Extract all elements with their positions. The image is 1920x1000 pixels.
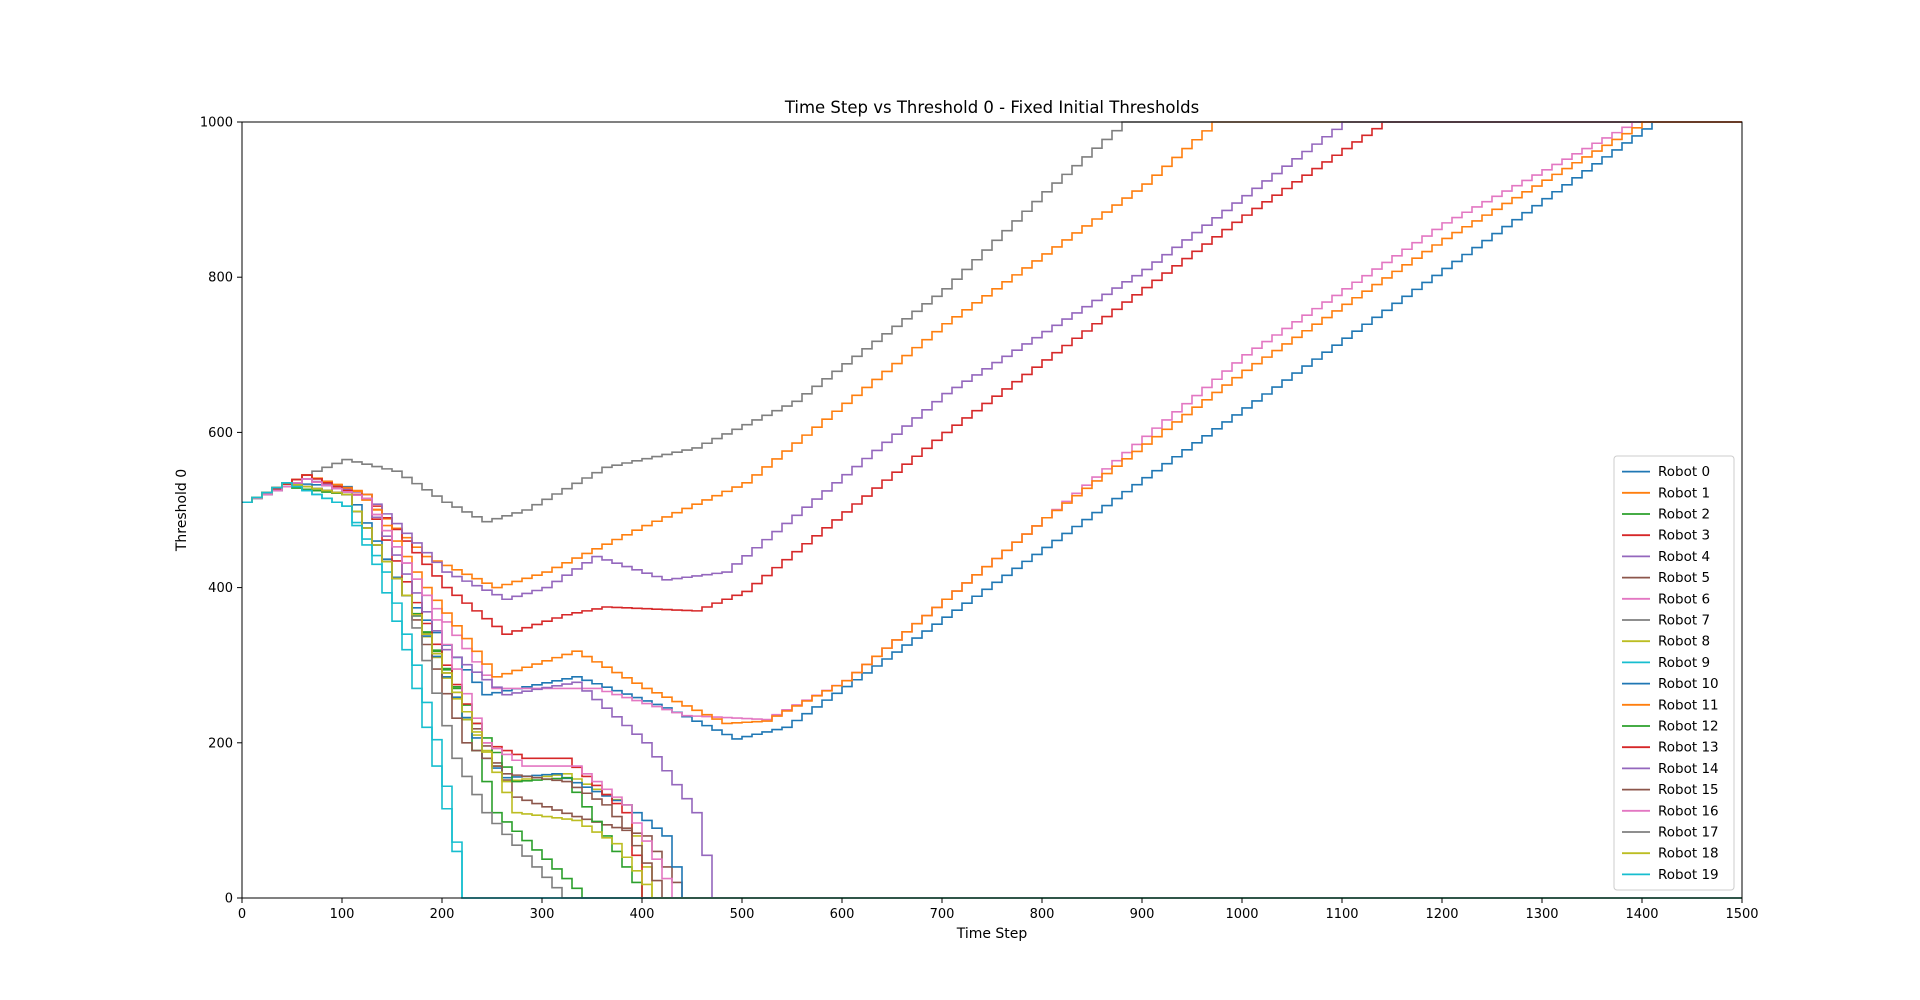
x-tick-label: 900 — [1130, 907, 1155, 922]
legend: Robot 0 Robot 1 Robot 2 Robot 3 Robot 4 Robot… — [1613, 455, 1735, 891]
legend-label: Robot 7 — [1658, 613, 1710, 629]
legend-entry: Robot 11 — [1622, 697, 1719, 713]
legend-entry: Robot 12 — [1622, 719, 1719, 735]
legend-entry: Robot 3 — [1622, 528, 1710, 544]
series-line-robot-11 — [242, 121, 1742, 725]
series-line-robot-1 — [242, 121, 1742, 589]
series-line-robot-3 — [242, 121, 1742, 635]
y-axis: 0 200 400 600 800 1000 — [200, 116, 242, 907]
x-tick-label: 1100 — [1325, 907, 1358, 922]
legend-entry: Robot 0 — [1622, 464, 1710, 480]
y-tick-label: 1000 — [200, 116, 233, 131]
legend-label: Robot 13 — [1658, 740, 1719, 756]
legend-entry: Robot 18 — [1622, 846, 1719, 862]
x-tick-label: 1000 — [1225, 907, 1258, 922]
x-tick-label: 1200 — [1425, 907, 1458, 922]
legend-entry: Robot 19 — [1622, 867, 1719, 883]
legend-label: Robot 2 — [1658, 507, 1710, 523]
legend-label: Robot 16 — [1658, 803, 1719, 819]
series-line-robot-15 — [242, 482, 1742, 899]
legend-label: Robot 14 — [1658, 761, 1719, 777]
legend-entry: Robot 9 — [1622, 655, 1710, 671]
legend-label: Robot 3 — [1658, 528, 1710, 544]
legend-label: Robot 4 — [1658, 549, 1710, 565]
series-line-robot-0 — [242, 121, 1742, 740]
legend-label: Robot 11 — [1658, 697, 1719, 713]
x-tick-label: 700 — [930, 907, 955, 922]
x-axis: 0 100 200 300 400 500 600 700 800 900 1000 1100 1200… — [238, 898, 1759, 922]
legend-entry: Robot 1 — [1622, 485, 1710, 501]
x-tick-label: 500 — [730, 907, 755, 922]
series-line-robot-7 — [242, 121, 1742, 523]
series-line-robot-4 — [242, 121, 1742, 601]
series-line-robot-5 — [242, 482, 1742, 899]
legend-label: Robot 15 — [1658, 782, 1719, 798]
plot-frame — [241, 121, 1743, 899]
x-tick-label: 0 — [238, 907, 246, 922]
series-line-robot-12 — [242, 485, 1742, 899]
legend-entry: Robot 10 — [1622, 676, 1719, 692]
plot-lines — [242, 121, 1742, 899]
chart-title: Time Step vs Threshold 0 - Fixed Initial… — [784, 98, 1199, 117]
series-line-robot-19 — [242, 482, 1742, 899]
y-tick-label: 600 — [208, 426, 233, 441]
x-tick-label: 1300 — [1525, 907, 1558, 922]
series-line-robot-17 — [242, 482, 1742, 899]
x-tick-label: 200 — [430, 907, 455, 922]
y-tick-label: 0 — [225, 892, 233, 907]
x-tick-label: 400 — [630, 907, 655, 922]
legend-label: Robot 10 — [1658, 676, 1719, 692]
legend-label: Robot 0 — [1658, 464, 1710, 480]
x-tick-label: 300 — [530, 907, 555, 922]
series-line-robot-6 — [242, 121, 1742, 721]
legend-entry: Robot 8 — [1622, 634, 1710, 650]
series-line-robot-8 — [242, 482, 1742, 899]
legend-label: Robot 8 — [1658, 634, 1710, 650]
legend-label: Robot 18 — [1658, 846, 1719, 862]
legend-label: Robot 9 — [1658, 655, 1710, 671]
series-line-robot-10 — [242, 482, 1742, 899]
x-tick-label: 100 — [330, 907, 355, 922]
x-tick-label: 600 — [830, 907, 855, 922]
y-tick-label: 200 — [208, 736, 233, 751]
x-tick-label: 1500 — [1725, 907, 1758, 922]
legend-entry: Robot 14 — [1622, 761, 1719, 777]
legend-entry: Robot 6 — [1622, 591, 1710, 607]
x-tick-label: 1400 — [1625, 907, 1658, 922]
legend-label: Robot 17 — [1658, 825, 1719, 841]
y-tick-label: 400 — [208, 581, 233, 596]
series-line-robot-13 — [242, 474, 1742, 899]
x-tick-label: 800 — [1030, 907, 1055, 922]
legend-label: Robot 19 — [1658, 867, 1719, 883]
legend-label: Robot 1 — [1658, 485, 1710, 501]
legend-label: Robot 12 — [1658, 719, 1719, 735]
legend-entry: Robot 5 — [1622, 570, 1710, 586]
legend-box — [1613, 455, 1735, 891]
series-line-robot-14 — [242, 478, 1742, 899]
legend-entry: Robot 15 — [1622, 782, 1719, 798]
series-line-robot-2 — [242, 485, 1742, 899]
x-axis-label: Time Step — [956, 926, 1028, 942]
legend-entry: Robot 16 — [1622, 803, 1719, 819]
legend-entry: Robot 2 — [1622, 507, 1710, 523]
y-tick-label: 800 — [208, 271, 233, 286]
legend-entry: Robot 4 — [1622, 549, 1710, 565]
legend-entry: Robot 7 — [1622, 613, 1710, 629]
y-axis-label: Threshold 0 — [174, 469, 190, 552]
series-line-robot-18 — [242, 482, 1742, 899]
series-line-robot-9 — [242, 482, 1742, 899]
legend-entry: Robot 13 — [1622, 740, 1719, 756]
series-line-robot-16 — [242, 478, 1742, 899]
legend-label: Robot 6 — [1658, 591, 1710, 607]
legend-label: Robot 5 — [1658, 570, 1710, 586]
legend-entry: Robot 17 — [1622, 825, 1719, 841]
